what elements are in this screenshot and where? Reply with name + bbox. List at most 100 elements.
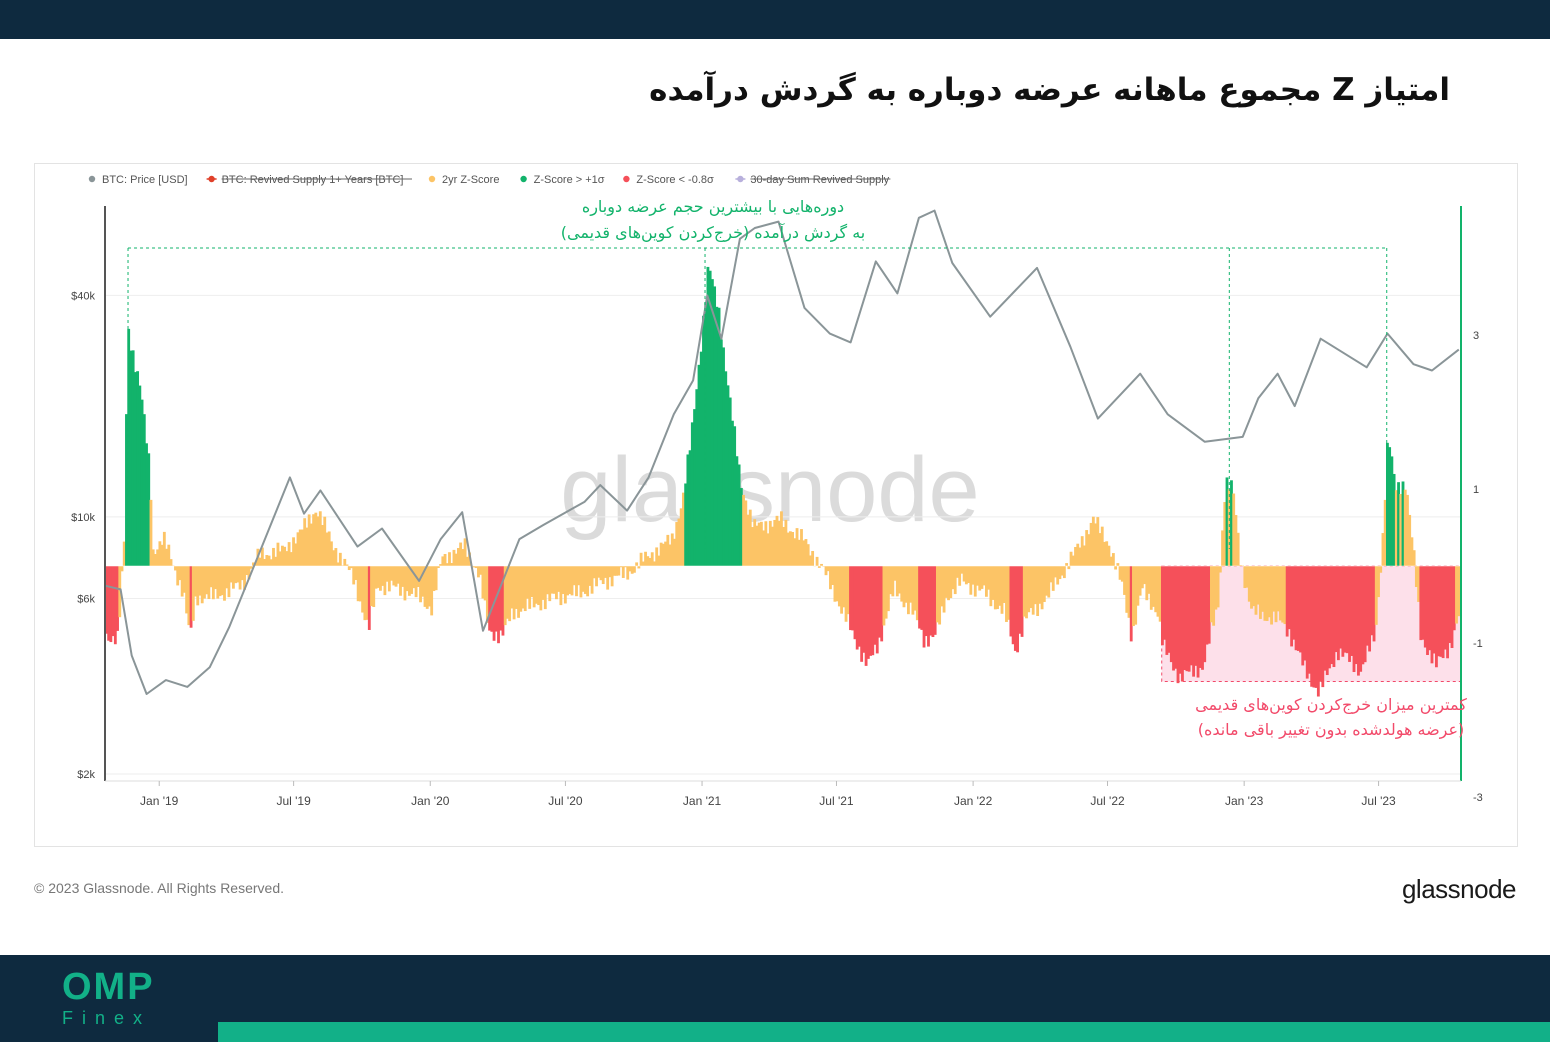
zscore-bar bbox=[984, 566, 988, 597]
zscore-bar bbox=[978, 566, 982, 591]
zscore-bar bbox=[808, 555, 812, 566]
zscore-bar bbox=[1007, 566, 1011, 620]
zscore-bar bbox=[773, 519, 777, 566]
legend-label: 2yr Z-Score bbox=[442, 174, 499, 186]
zscore-bar bbox=[1392, 473, 1396, 566]
zscore-bar bbox=[1189, 566, 1193, 666]
zscore-bar bbox=[895, 566, 899, 597]
zscore-bar bbox=[626, 566, 630, 580]
zscore-bar bbox=[987, 566, 991, 590]
zscore-bar bbox=[677, 518, 681, 566]
zscore-bar bbox=[396, 566, 400, 584]
zscore-bar bbox=[1011, 566, 1015, 645]
zscore-bar bbox=[797, 539, 801, 566]
zscore-bar bbox=[399, 566, 402, 596]
zscore-bar bbox=[430, 566, 434, 616]
zscore-bar bbox=[1172, 566, 1175, 671]
zscore-bar bbox=[1212, 566, 1216, 626]
zscore-bar bbox=[425, 566, 429, 609]
zscore-bar bbox=[744, 500, 748, 566]
zscore-bar bbox=[610, 566, 614, 587]
zscore-bar bbox=[771, 526, 774, 566]
zscore-bar bbox=[802, 540, 806, 566]
zscore-bar bbox=[726, 385, 730, 566]
zscore-bar bbox=[1225, 477, 1229, 566]
zscore-bar bbox=[512, 566, 516, 620]
y-left-tick-label: $10k bbox=[71, 512, 95, 524]
zscore-bar bbox=[394, 566, 398, 587]
zscore-bar bbox=[791, 532, 794, 566]
zscore-bar bbox=[167, 544, 171, 566]
zscore-bar bbox=[786, 532, 790, 566]
zscore-bar bbox=[372, 566, 376, 608]
zscore-bar bbox=[278, 551, 282, 566]
zscore-bar bbox=[646, 556, 650, 566]
zscore-bar bbox=[1132, 566, 1135, 627]
zscore-bar bbox=[583, 566, 587, 594]
zscore-bar bbox=[829, 566, 832, 590]
zscore-bar bbox=[755, 525, 759, 566]
zscore-bar bbox=[918, 566, 921, 629]
zscore-bar bbox=[719, 339, 723, 566]
zscore-bar bbox=[532, 566, 536, 608]
zscore-bar bbox=[1025, 566, 1028, 619]
zscore-bar bbox=[1441, 566, 1445, 659]
zscore-bar bbox=[1203, 566, 1207, 663]
zscore-bar bbox=[973, 566, 977, 597]
zscore-bar bbox=[191, 566, 195, 621]
zscore-bar bbox=[1216, 566, 1220, 608]
zscore-bar bbox=[472, 566, 476, 568]
zscore-bar bbox=[392, 566, 396, 586]
zscore-bar bbox=[904, 566, 908, 603]
zscore-bar bbox=[1281, 566, 1285, 623]
zscore-bar bbox=[1308, 566, 1311, 674]
zscore-bar bbox=[826, 566, 830, 572]
zscore-bar bbox=[704, 302, 708, 566]
brand-logo: glassnode bbox=[1401, 874, 1517, 904]
zscore-bar bbox=[699, 351, 703, 566]
zscore-bar bbox=[1374, 566, 1378, 625]
zscore-bar bbox=[666, 534, 670, 566]
zscore-bar bbox=[390, 566, 393, 581]
zscore-bar bbox=[162, 531, 166, 566]
zscore-bar bbox=[617, 566, 621, 576]
zscore-bar bbox=[1094, 523, 1097, 566]
zscore-bar bbox=[140, 399, 144, 566]
zscore-bar bbox=[541, 566, 545, 600]
zscore-bar bbox=[499, 566, 503, 631]
zscore-bar bbox=[122, 541, 126, 566]
zscore-bar bbox=[289, 552, 293, 566]
zscore-bar bbox=[118, 566, 122, 618]
zscore-bar bbox=[1417, 566, 1421, 602]
zscore-bar bbox=[483, 566, 487, 601]
zscore-bar bbox=[951, 566, 955, 590]
zscore-bar bbox=[737, 464, 741, 566]
zscore-bar bbox=[722, 347, 725, 566]
zscore-bar bbox=[548, 566, 552, 602]
zscore-bar bbox=[956, 566, 959, 578]
price-line bbox=[104, 209, 1460, 695]
zscore-bar bbox=[855, 566, 859, 650]
zscore-bar bbox=[519, 566, 523, 612]
zscore-bar bbox=[1214, 566, 1218, 610]
zscore-bar bbox=[1383, 499, 1387, 566]
zscore-bar bbox=[1310, 566, 1314, 687]
zscore-bar bbox=[604, 566, 607, 578]
zscore-bar bbox=[1267, 566, 1271, 618]
zscore-bar bbox=[780, 511, 783, 566]
zscore-bar bbox=[900, 566, 904, 602]
zscore-bar bbox=[1410, 537, 1414, 566]
footer-accent-stripe bbox=[218, 1022, 1550, 1042]
zscore-bar bbox=[971, 566, 975, 585]
y-left-tick-label: $40k bbox=[71, 290, 95, 302]
zscore-bar bbox=[1412, 550, 1416, 566]
zscore-bar bbox=[695, 389, 699, 566]
zscore-bar bbox=[1194, 566, 1198, 666]
zscore-bar bbox=[1423, 566, 1427, 648]
zscore-bar bbox=[575, 566, 578, 597]
zscore-bar bbox=[176, 566, 180, 586]
zscore-bar bbox=[1265, 566, 1269, 621]
legend-label: Z-Score < -0.8σ bbox=[636, 174, 714, 186]
zscore-bar bbox=[1261, 566, 1265, 612]
zscore-bar bbox=[508, 566, 512, 622]
